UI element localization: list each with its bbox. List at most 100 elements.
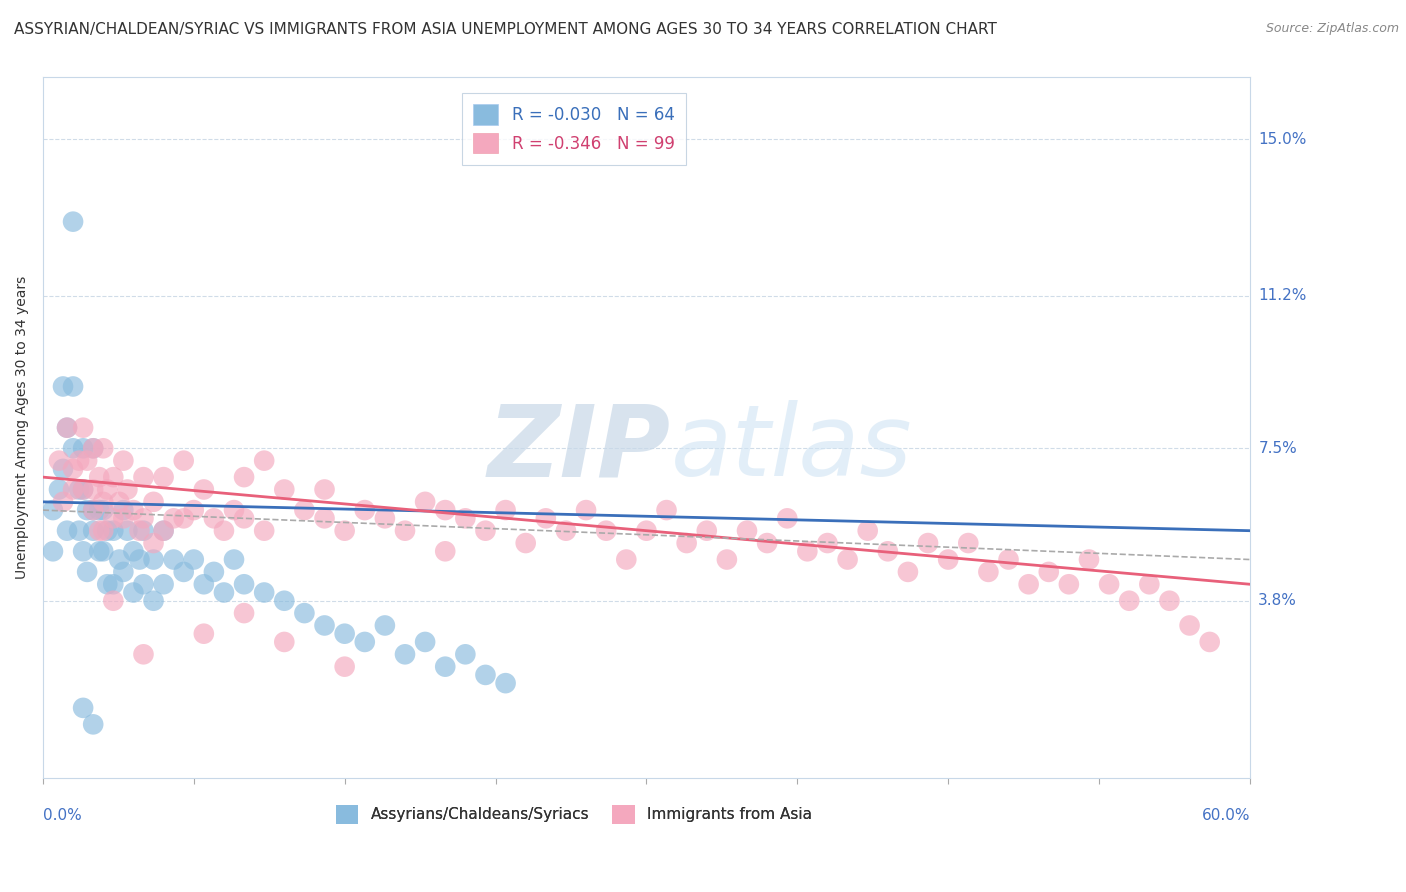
Point [82,483,104,497]
Point [152,470,174,484]
Point [112,511,135,525]
Point [957,536,980,550]
Point [636,524,658,538]
Point [62,379,84,393]
Point [56,420,79,434]
Point [796,544,818,558]
Point [273,635,295,649]
Point [67,453,90,467]
Point [89,544,111,558]
Point [76,565,98,579]
Point [42,503,65,517]
Point [675,536,697,550]
Point [454,511,477,525]
Point [91,495,114,509]
Point [716,552,738,566]
Point [72,420,94,434]
Point [1038,565,1060,579]
Point [103,577,125,591]
Y-axis label: Unemployment Among Ages 30 to 34 years: Unemployment Among Ages 30 to 34 years [15,276,30,579]
Point [52,495,75,509]
Point [67,483,90,497]
Point [173,453,195,467]
Point [1098,577,1121,591]
Point [142,536,165,550]
Point [173,565,195,579]
Point [82,503,104,517]
Point [253,453,276,467]
Text: 15.0%: 15.0% [1258,132,1306,147]
Point [132,511,155,525]
Point [977,565,1000,579]
Point [374,618,396,632]
Point [314,483,336,497]
Point [495,503,517,517]
Point [96,524,118,538]
Point [314,511,336,525]
Point [142,593,165,607]
Point [82,503,104,517]
Point [183,552,205,566]
Point [333,659,356,673]
Point [128,552,150,566]
Text: ASSYRIAN/CHALDEAN/SYRIAC VS IMMIGRANTS FROM ASIA UNEMPLOYMENT AMONG AGES 30 TO 3: ASSYRIAN/CHALDEAN/SYRIAC VS IMMIGRANTS F… [14,22,997,37]
Point [67,524,90,538]
Point [614,552,637,566]
Point [474,524,496,538]
Point [72,483,94,497]
Point [52,462,75,476]
Point [756,536,779,550]
Point [62,442,84,456]
Point [42,544,65,558]
Point [122,585,145,599]
Point [735,524,758,538]
Point [76,453,98,467]
Point [1018,577,1040,591]
Point [353,635,375,649]
Point [91,544,114,558]
Text: 0.0%: 0.0% [44,808,82,823]
Point [233,606,256,620]
Point [183,503,205,517]
Text: atlas: atlas [671,401,912,497]
Point [202,511,225,525]
Point [434,659,457,673]
Point [132,648,155,662]
Point [193,626,215,640]
Point [112,503,135,517]
Point [112,453,135,467]
Text: 3.8%: 3.8% [1258,593,1298,608]
Point [72,483,94,497]
Point [212,524,235,538]
Point [72,544,94,558]
Point [72,701,94,715]
Point [89,503,111,517]
Point [82,442,104,456]
Point [495,676,517,690]
Point [82,717,104,731]
Point [394,524,416,538]
Point [233,577,256,591]
Point [817,536,839,550]
Point [103,511,125,525]
Point [132,524,155,538]
Point [917,536,939,550]
Point [233,511,256,525]
Point [936,552,959,566]
Point [534,511,557,525]
Point [413,635,436,649]
Point [173,511,195,525]
Point [96,577,118,591]
Point [253,585,276,599]
Point [132,577,155,591]
Text: 7.5%: 7.5% [1258,441,1296,456]
Point [142,552,165,566]
Point [132,470,155,484]
Point [62,214,84,228]
Point [413,495,436,509]
Point [997,552,1019,566]
Legend: Assyrians/Chaldeans/Syriacs, Immigrants from Asia: Assyrians/Chaldeans/Syriacs, Immigrants … [329,799,818,830]
Point [108,495,131,509]
Point [474,668,496,682]
Point [353,503,375,517]
